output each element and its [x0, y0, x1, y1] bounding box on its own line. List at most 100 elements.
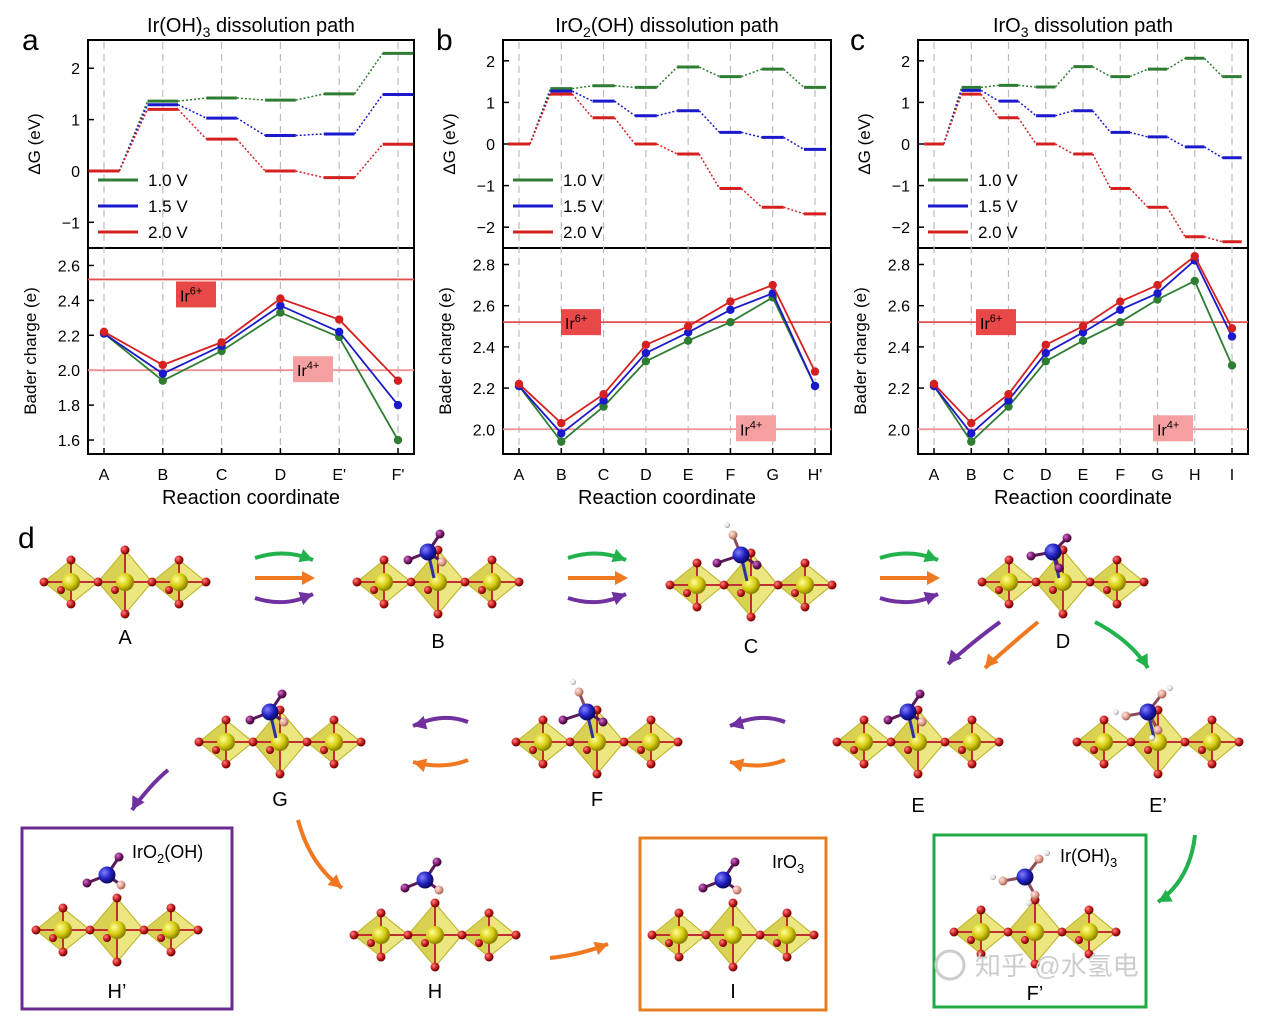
- metal-atom: [375, 573, 393, 591]
- oxygen-atom: [915, 689, 925, 699]
- oxygen-atom: [1103, 586, 1111, 594]
- oxygen-atom: [1207, 715, 1217, 725]
- octahedral-slab: [349, 898, 521, 972]
- x-tick-label: B: [966, 467, 977, 484]
- charge-point: [1190, 252, 1199, 261]
- oxygen-atom: [958, 746, 966, 754]
- oxygen-atom: [379, 555, 389, 565]
- y-tick-label: 1: [71, 113, 80, 130]
- adsorbate: [245, 689, 289, 727]
- y-tick-label: 1.6: [58, 433, 80, 450]
- y-tick-label: 2.8: [473, 257, 495, 274]
- metal-atom: [724, 926, 742, 944]
- energy-connector: [1166, 57, 1186, 70]
- iridium-atom: [1139, 703, 1157, 721]
- energy-series: [508, 65, 826, 146]
- charge-point: [599, 402, 608, 411]
- charge-series: [99, 294, 403, 385]
- charge-point: [967, 429, 976, 438]
- ir4-badge-label: Ir4+: [297, 360, 319, 380]
- charge-point: [683, 328, 693, 337]
- x-tick-label: E: [1078, 467, 1089, 484]
- metal-atom: [426, 926, 444, 944]
- metal-atom: [670, 926, 688, 944]
- charge-point: [683, 336, 693, 345]
- oxygen-atom: [320, 746, 328, 754]
- hydrogen-atom: [1167, 685, 1173, 691]
- oxygen-atom: [437, 557, 447, 567]
- ir4-badge: [1153, 415, 1193, 442]
- y-tick-label: 2.0: [888, 422, 910, 439]
- state-label: B: [431, 631, 444, 653]
- oxygen-atom: [248, 737, 258, 747]
- charge-point: [158, 360, 167, 370]
- y-tick-label: 2.4: [888, 340, 910, 357]
- energy-connector: [698, 110, 720, 133]
- oxygen-atom: [883, 715, 893, 725]
- adsorbate: [403, 529, 447, 567]
- state-label: G: [272, 789, 288, 811]
- oxygen-atom: [433, 609, 443, 619]
- oxygen-atom: [746, 612, 756, 622]
- legend-label: 1.0 V: [563, 171, 603, 190]
- oxygen-atom: [1004, 599, 1014, 609]
- energy-connector: [1055, 143, 1074, 155]
- energy-connector: [572, 85, 593, 90]
- panel-d-letter: d: [18, 522, 35, 555]
- y-tick-label: 2.8: [888, 257, 910, 274]
- oxygen-atom: [646, 715, 656, 725]
- ir6-badge-label: Ir6+: [980, 313, 1002, 333]
- oxygen-atom: [913, 769, 923, 779]
- metal-atom: [483, 573, 501, 591]
- product-box: Ir(OH)3: [932, 833, 1148, 1009]
- charge-line: [103, 297, 399, 382]
- reaction-arrow: [729, 715, 786, 730]
- product-formula: IrO3: [772, 852, 804, 876]
- charge-point: [276, 308, 285, 317]
- iridium-atom: [714, 871, 732, 889]
- charge-point: [1041, 357, 1050, 366]
- product-formula: Ir(OH)3: [1060, 846, 1117, 870]
- energy-connector: [177, 108, 207, 140]
- energy-connector: [571, 90, 593, 102]
- x-tick-label: H: [1189, 467, 1201, 484]
- oxygen-atom: [538, 715, 548, 725]
- legend-label: 1.5 V: [563, 197, 603, 216]
- charge-point: [967, 418, 976, 428]
- oxygen-atom: [302, 737, 312, 747]
- charge-point: [1116, 305, 1125, 314]
- charge-point: [1153, 295, 1162, 304]
- energy-connector: [656, 143, 678, 155]
- oxygen-atom: [194, 737, 204, 747]
- iridium-atom: [98, 866, 116, 884]
- oxygen-atom: [1031, 577, 1041, 587]
- oxygen-atom: [424, 586, 432, 594]
- metal-atom: [742, 576, 760, 594]
- charge-point: [768, 280, 777, 290]
- oxygen-atom: [221, 759, 231, 769]
- charge-line: [518, 296, 816, 443]
- metal-atom: [1095, 733, 1113, 751]
- energy-connector: [783, 68, 805, 88]
- adsorbate: [1113, 685, 1173, 741]
- adsorbate: [82, 852, 126, 890]
- metal-atom: [1054, 573, 1072, 591]
- energy-connector: [1129, 131, 1149, 138]
- x-tick-label: F': [392, 467, 405, 484]
- chart-panel-a: a Ir(OH)3 dissolution path −1 0 1 2 ΔG (eV) 1.0…: [21, 15, 415, 509]
- oxygen-atom: [674, 908, 684, 918]
- charge-point: [599, 396, 608, 405]
- oxygen-atom: [730, 857, 740, 867]
- metal-atom: [534, 733, 552, 751]
- energy-connector: [1092, 110, 1112, 133]
- energy-connector: [1203, 57, 1223, 78]
- energy-series: [508, 89, 826, 151]
- x-tick-label: A: [99, 467, 110, 484]
- oxygen-atom: [886, 737, 896, 747]
- reaction-arrow: [1094, 620, 1150, 670]
- oxygen-atom: [752, 560, 762, 570]
- charge-point: [810, 367, 820, 376]
- x-tick-label: B: [556, 467, 567, 484]
- oxygen-atom: [114, 852, 124, 862]
- y-tick-label: 2.0: [473, 422, 495, 439]
